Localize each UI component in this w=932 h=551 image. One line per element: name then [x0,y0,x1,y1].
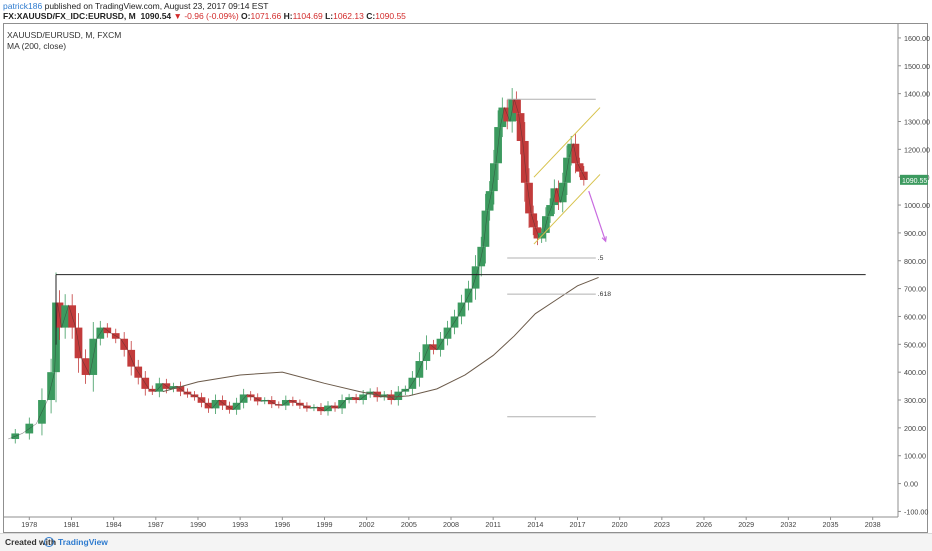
created-with-text: Created with [5,537,57,547]
low-value: 1062.13 [333,11,364,21]
x-tick-label: 2023 [654,520,670,529]
y-tick-label: 1400.00 [904,90,930,99]
y-tick-label: 400.00 [904,368,926,377]
x-tick-label: 1981 [63,520,79,529]
x-tick-label: 1987 [148,520,164,529]
close-value: 1090.55 [375,11,406,21]
x-tick-label: 1990 [190,520,206,529]
high-label: H: [283,11,293,21]
y-tick-label: 200.00 [904,424,926,433]
high-value: 1104.69 [292,11,323,21]
y-tick-label: 700.00 [904,285,926,294]
chart-legend: XAUUSD/EURUSD, M, FXCM MA (200, close) [7,30,121,52]
x-tick-label: 1984 [106,520,122,529]
y-tick-label: 800.00 [904,257,926,266]
price-change: ▼ -0.96 (-0.09%) [173,11,239,21]
x-tick-label: 2002 [359,520,375,529]
tradingview-logo-icon [44,537,54,547]
x-tick-label: 2005 [401,520,417,529]
channel-lower-line [533,174,601,245]
x-tick-label: 2029 [738,520,754,529]
fib-level-label: .5 [598,255,604,262]
last-price: 1090.54 [140,11,172,21]
x-tick-label: 1993 [232,520,248,529]
y-tick-label: 1500.00 [904,62,930,71]
symbol-line: FX:XAUUSD/FX_IDC:EURUSD, M [3,11,136,21]
x-tick-label: 2032 [780,520,796,529]
y-tick-label: 100.00 [904,452,926,461]
chart-header: patrick186 published on TradingView.com,… [3,0,929,22]
y-tick-label: 500.00 [904,340,926,349]
legend-symbol: XAUUSD/EURUSD, M, FXCM [7,30,122,40]
open-label: O: [241,11,251,21]
y-tick-label: 300.00 [904,396,926,405]
x-tick-label: 2008 [443,520,459,529]
projection-arrow [588,190,607,242]
published-text: published on TradingView.com, August 23,… [44,1,269,11]
x-tick-label: 2026 [696,520,712,529]
legend-indicator[interactable]: MA (200, close) [7,41,67,51]
channel-upper-line [533,107,601,178]
footer-bar: Created with TradingView [0,533,932,551]
x-tick-label: 2035 [823,520,839,529]
y-tick-label: 1600.00 [904,34,930,43]
open-value: 1071.66 [250,11,282,21]
y-tick-label: 900.00 [904,229,926,238]
y-tick-label: 1200.00 [904,145,930,154]
low-label: L: [325,11,334,21]
y-tick-label: -100.00 [904,507,928,516]
current-price-badge [900,174,928,185]
projection-arrow-head [601,236,607,243]
close-label: C: [366,11,376,21]
ohlc-line: FX:XAUUSD/FX_IDC:EURUSD, M 1090.54 ▼ -0.… [3,11,406,21]
x-tick-label: 1996 [274,520,290,529]
price-line [8,99,587,440]
x-tick-label: 1978 [21,520,37,529]
ma-200-line [162,276,599,398]
publish-line: patrick186 published on TradingView.com,… [3,1,268,11]
x-tick-label: 2014 [527,520,543,529]
x-tick-label: 1999 [316,520,332,529]
y-tick-label: 0.00 [904,480,918,489]
x-tick-label: 2017 [570,520,586,529]
y-tick-label: 1300.00 [904,117,930,126]
author-link[interactable]: patrick186 [3,1,43,11]
current-price-label: 1090.55 [902,178,927,185]
x-tick-label: 2038 [865,520,881,529]
y-tick-label: 600.00 [904,312,926,321]
y-tick-label: 1000.00 [904,201,930,210]
plot-frame[interactable] [3,23,928,533]
fib-level-label: .618 [598,291,611,298]
x-tick-label: 2011 [485,520,500,529]
tradingview-brand-link[interactable]: TradingView [58,537,108,547]
x-tick-label: 2020 [612,520,628,529]
